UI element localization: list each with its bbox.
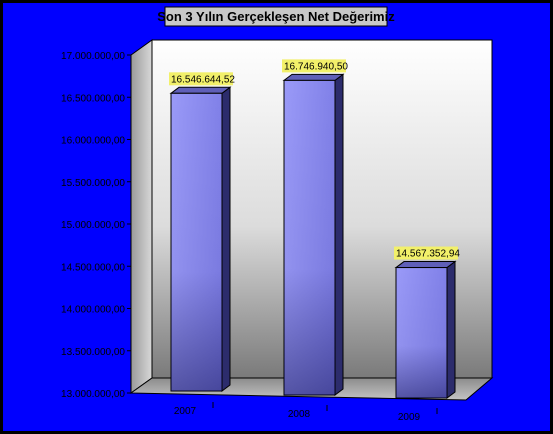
y-tick-label: 16.000.000,00: [61, 136, 125, 147]
y-tick-label: 14.000.000,00: [61, 305, 125, 316]
data-label-box: [282, 59, 346, 73]
y-tick-label: 17.000.000,00: [61, 51, 125, 62]
y-tick-label: 15.000.000,00: [61, 220, 125, 231]
x-axis-ticks: 2007 2008 2009: [174, 402, 438, 423]
data-label: 16.546.644,52: [171, 74, 235, 85]
y-tick-label: 15.500.000,00: [61, 178, 125, 189]
data-label-box: [394, 246, 458, 260]
chart-title: Son 3 Yılın Gerçekleşen Net Değerimiz: [157, 9, 395, 24]
bar-top: [169, 86, 232, 94]
y-tick-label: 14.500.000,00: [61, 262, 125, 273]
data-label-box: [169, 72, 233, 86]
bar-side: [221, 86, 231, 392]
x-tick-label: 2009: [398, 412, 421, 423]
bar-shading: [396, 267, 447, 398]
data-labels: 16.546.644,52 16.746.940,50 14.567.352,94: [169, 59, 460, 260]
y-tick-label: 13.000.000,00: [61, 389, 125, 400]
bar-shading: [284, 80, 335, 395]
plot-side-wall: [130, 39, 153, 394]
bar-side: [334, 73, 344, 396]
x-tick-label: 2008: [288, 409, 311, 420]
x-tick-label: 2007: [174, 406, 197, 417]
bar-top: [282, 73, 345, 81]
bar-side: [446, 260, 456, 399]
y-tick-label: 13.500.000,00: [61, 347, 125, 358]
y-axis-ticks: 13.000.000,00 13.500.000,00 14.000.000,00 1…: [61, 51, 131, 400]
bars: [169, 73, 457, 399]
bar-shading: [171, 93, 222, 392]
y-tick-label: 16.500.000,00: [61, 93, 125, 104]
bar-top: [394, 261, 457, 269]
data-label: 16.746.940,50: [284, 61, 348, 72]
chart-title-box: [164, 6, 388, 27]
data-label: 14.567.352,94: [396, 249, 460, 260]
